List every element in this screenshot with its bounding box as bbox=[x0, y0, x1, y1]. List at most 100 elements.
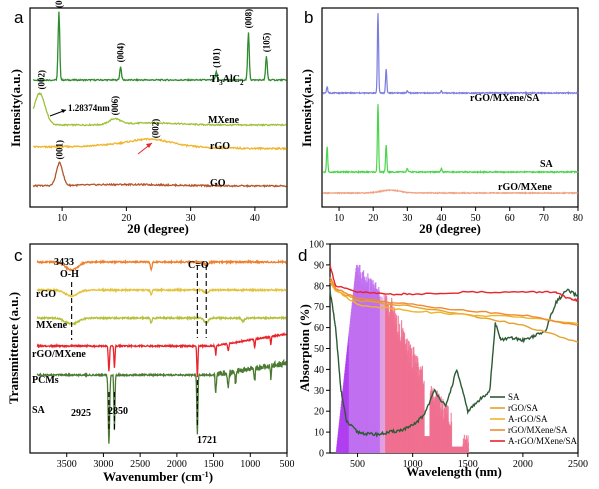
y-tick-label: 20 bbox=[314, 407, 324, 418]
panel-b-xticks: 10 20 30 40 50 60 70 80 bbox=[334, 207, 583, 224]
panel-d-ylabel: Absorption (%) bbox=[297, 304, 312, 392]
rgo-arrowhead bbox=[146, 143, 152, 148]
series-name-label: rGO/MXene bbox=[32, 349, 86, 360]
series-name-label: rGO/MXene bbox=[498, 182, 552, 193]
series-name-label: GO bbox=[210, 178, 226, 189]
series-name-label: PCMs bbox=[32, 375, 59, 386]
panel-d-xticks: 500 1000 1500 2000 2500 bbox=[350, 453, 588, 470]
panel-d-xlabel: Wavelength (nm) bbox=[406, 464, 502, 479]
series-name-label: rGO bbox=[36, 289, 56, 300]
series-name-label: SA bbox=[540, 159, 554, 170]
series-line-a-rgo-mxene-sa bbox=[329, 264, 579, 303]
panel-c-xlabel: Wavenumber (cm-1) bbox=[103, 469, 213, 484]
x-tick-label: 30 bbox=[186, 213, 196, 224]
x-tick-label: 60 bbox=[505, 213, 515, 224]
series-line-sa bbox=[36, 358, 287, 444]
panel-b-series: rGO/MXene/SA SA rGO/MXene bbox=[322, 13, 579, 195]
x-tick-label: 10 bbox=[334, 213, 344, 224]
x-tick-label: 70 bbox=[539, 213, 549, 224]
panel-b-frame bbox=[321, 7, 579, 208]
spectrum-bar bbox=[466, 446, 468, 453]
wavenumber-annotation: 1721 bbox=[197, 435, 217, 446]
legend-entry-label: rGO/MXene/SA bbox=[508, 425, 568, 435]
series-name-label: rGO/MXene/SA bbox=[470, 93, 540, 104]
series-line-pcms bbox=[36, 331, 287, 378]
series-name-label: SA bbox=[32, 405, 46, 416]
series-line-ti3alc2 bbox=[32, 11, 287, 82]
bond-annotation: C=O bbox=[188, 260, 209, 271]
panel-c-ylabel: Transmittence (a.u.) bbox=[6, 292, 21, 404]
x-tick-label: 40 bbox=[436, 213, 446, 224]
panel-a-frame bbox=[29, 7, 288, 208]
x-tick-label: 2000 bbox=[167, 459, 187, 470]
legend-entry-label: A-rGO/MXene/SA bbox=[508, 436, 577, 446]
x-tick-label: 20 bbox=[121, 213, 131, 224]
spectrum-bar bbox=[463, 443, 465, 453]
y-tick-label: 10 bbox=[314, 428, 324, 439]
x-tick-label: 1500 bbox=[204, 459, 224, 470]
y-tick-label: 90 bbox=[314, 260, 324, 271]
series-line-mxene bbox=[32, 91, 287, 127]
x-tick-label: 2500 bbox=[130, 459, 150, 470]
panel-label-b: b bbox=[304, 8, 313, 27]
series-line-rgo-mxene bbox=[36, 314, 287, 326]
y-tick-label: 40 bbox=[314, 365, 324, 376]
panel-b-ylabel: Intensity(a.u.) bbox=[299, 69, 314, 147]
spectrum-bar bbox=[423, 380, 425, 453]
wavenumber-annotation: 2925 bbox=[71, 408, 91, 419]
y-tick-label: 60 bbox=[314, 323, 324, 334]
y-tick-label: 30 bbox=[314, 386, 324, 397]
d-spacing-annotation: 1.28374nm bbox=[68, 103, 110, 113]
x-tick-label: 20 bbox=[368, 213, 378, 224]
peak-label: (006) bbox=[110, 96, 120, 116]
peak-label: (008) bbox=[243, 9, 253, 29]
panel-d-legend: SArGO/SAA-rGO/SArGO/MXene/SAA-rGO/MXene/… bbox=[490, 392, 577, 446]
peak-label: (002) bbox=[54, 0, 64, 8]
spectrum-bar bbox=[450, 421, 453, 453]
x-tick-label: 3000 bbox=[93, 459, 113, 470]
x-tick-label: 10 bbox=[57, 213, 67, 224]
series-line-rgo-mxene-sa bbox=[322, 13, 579, 96]
panel-b: b rGO/MXene/SA SA rGO/MXene 10 20 30 40 50 60 70… bbox=[299, 7, 583, 236]
x-tick-label: 500 bbox=[350, 459, 365, 470]
panel-a-xticks: 10 20 30 40 bbox=[57, 207, 260, 224]
y-tick-label: 50 bbox=[314, 344, 324, 355]
y-tick-label: 70 bbox=[314, 302, 324, 313]
series-line-mxene bbox=[36, 286, 287, 298]
series-line-go bbox=[32, 161, 287, 188]
panel-label-d: d bbox=[298, 246, 307, 265]
panel-a: a (002)(004)(101)(008)(105)(002)(006)(00… bbox=[8, 0, 288, 236]
peak-label: (004) bbox=[116, 43, 126, 63]
legend-entry-label: SA bbox=[508, 392, 520, 402]
series-name-label: MXene bbox=[208, 115, 240, 126]
x-tick-label: 3500 bbox=[57, 459, 77, 470]
series-line-a-rgo-sa bbox=[329, 279, 579, 325]
series-name-label: rGO bbox=[210, 141, 230, 152]
y-tick-label: 100 bbox=[309, 240, 324, 251]
y-tick-label: 0 bbox=[319, 449, 324, 460]
peak-label: (101) bbox=[211, 48, 221, 68]
peak-label: (002) bbox=[150, 119, 160, 139]
x-tick-label: 2500 bbox=[568, 459, 588, 470]
annotation-arrowhead bbox=[61, 109, 66, 113]
series-line-sa bbox=[329, 288, 579, 438]
spectrum-bar bbox=[463, 434, 466, 453]
x-tick-label: 1000 bbox=[240, 459, 260, 470]
panel-d: d 500 1000 1500 2000 2500 0 10 20 30 40 50 60 70 80 9… bbox=[297, 240, 588, 480]
legend-entry-label: rGO/SA bbox=[508, 403, 539, 413]
x-tick-label: 1000 bbox=[403, 459, 423, 470]
panel-b-xlabel: 2θ (degree) bbox=[419, 221, 481, 236]
wavenumber-annotation: 3433 bbox=[54, 257, 74, 268]
series-name-label: MXene bbox=[36, 320, 68, 331]
x-tick-label: 50 bbox=[471, 213, 481, 224]
panel-a-series: (002) (004) (101) (008) (105) (002) (006) (002)… bbox=[32, 0, 287, 189]
x-tick-label: 1500 bbox=[458, 459, 478, 470]
spectrum-bar bbox=[467, 442, 469, 453]
x-tick-label: 500 bbox=[280, 459, 295, 470]
panel-c-xticks: 3500 3000 2500 2000 1500 1000 500 bbox=[57, 453, 295, 470]
series-name-label: Ti3AlC2 bbox=[210, 74, 244, 87]
bond-annotation: O-H bbox=[60, 269, 79, 280]
peak-label: (105) bbox=[261, 33, 271, 53]
